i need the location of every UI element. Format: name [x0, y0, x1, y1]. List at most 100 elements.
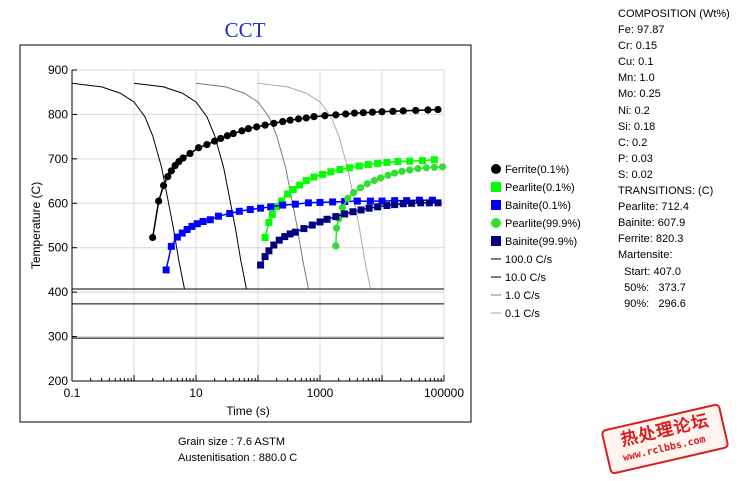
series-4-point [300, 225, 308, 233]
y-tick-label: 300 [48, 330, 68, 344]
composition-item: Cu: 0.1 [618, 56, 654, 69]
series-2-point [316, 198, 324, 206]
series-1-point [418, 157, 426, 165]
series-0-point [368, 108, 376, 116]
series-0-point [279, 117, 287, 126]
series-2-point [235, 207, 243, 215]
series-0-point [229, 129, 237, 138]
y-tick-label: 600 [48, 196, 68, 210]
series-0-point [217, 134, 225, 143]
series-1-point [265, 218, 273, 226]
legend-marker [491, 182, 501, 192]
series-1-point [394, 158, 402, 166]
series-4-point [425, 199, 433, 207]
composition-item: S: 0.02 [618, 168, 653, 181]
legend-label: 0.1 C/s [505, 308, 540, 320]
series-4-point [257, 261, 265, 269]
composition-item: Mn: 1.0 [618, 72, 655, 85]
series-2-point [353, 197, 361, 205]
series-2-point [193, 220, 201, 228]
series-1-point [302, 177, 310, 185]
series-3-point [406, 166, 414, 174]
series-0-point [253, 123, 261, 131]
legend-marker [491, 164, 501, 174]
series-3-point [398, 167, 406, 175]
series-3-point [338, 204, 347, 212]
series-0-point [412, 106, 420, 115]
series-0-point [321, 112, 329, 120]
series-3-point [332, 224, 341, 232]
series-4-point [270, 241, 278, 249]
series-0-point [310, 113, 318, 121]
series-2-point [167, 242, 175, 250]
legend-label: Pearlite(99.9%) [505, 218, 581, 230]
composition-item: Cr: 0.15 [618, 40, 658, 53]
legend-marker [491, 218, 501, 228]
chart-frame [19, 44, 472, 423]
series-2-point [226, 210, 234, 218]
series-4-point [275, 236, 283, 244]
series-2-point [304, 199, 312, 207]
y-tick-label: 200 [48, 374, 68, 388]
series-3-point [439, 163, 447, 171]
series-0-point [211, 137, 219, 145]
transitions-header: TRANSITIONS: (C) [618, 185, 714, 198]
series-4-point [291, 228, 299, 236]
series-2-point [183, 225, 191, 233]
series-0-point [179, 154, 187, 162]
series-2-point [246, 206, 254, 214]
y-tick-label: 800 [48, 107, 68, 121]
series-4-point [417, 199, 425, 207]
series-1-point [284, 190, 292, 198]
grain-size-label: Grain size : 7.6 ASTM [178, 436, 285, 448]
series-2-point [162, 266, 170, 274]
y-tick-label: 400 [48, 285, 68, 299]
cooling-curve-2 [195, 82, 309, 289]
series-2-point [178, 229, 186, 237]
series-1-point [383, 158, 391, 166]
series-1-point [278, 197, 286, 205]
series-4-point [323, 215, 331, 223]
series-2-point [341, 198, 349, 206]
watermark-stamp: 热处理论坛 www.rclbbs.com [598, 400, 732, 477]
series-0-point [434, 105, 442, 114]
series-1-point [374, 159, 382, 167]
series-1-point [289, 186, 297, 194]
series-2-point [199, 218, 207, 226]
x-tick-label: 10 [189, 386, 203, 400]
series-4-point [332, 213, 340, 221]
series-0-point [223, 132, 231, 140]
series-4-point [374, 203, 382, 211]
series-0-point [332, 111, 340, 119]
series-4-point [308, 221, 316, 229]
composition-item: P: 0.03 [618, 152, 653, 165]
martensite-item: 90%: 296.6 [618, 297, 686, 310]
legend-label: 1.0 C/s [505, 290, 540, 302]
transition-item: Ferrite: 820.3 [618, 233, 684, 246]
series-4-point [365, 204, 373, 212]
series-1-point [261, 233, 269, 241]
series-0-point [302, 114, 310, 122]
series-4-point [265, 247, 273, 255]
series-0-point [270, 119, 278, 127]
series-0-point [203, 141, 211, 149]
series-0-point [155, 197, 163, 205]
series-3-point [344, 194, 352, 202]
series-2-point [329, 198, 337, 206]
cooling-curve-1 [133, 82, 247, 289]
martensite-item: 50%: 373.7 [618, 281, 686, 294]
series-4-point [357, 206, 365, 214]
x-tick-label: 1000 [307, 386, 334, 400]
info-panel: COMPOSITION (Wt%) Fe: 97.87 Cr: 0.15 Cu:… [618, 6, 730, 312]
chart-title: CCT [224, 18, 266, 42]
series-2-point [173, 233, 181, 241]
composition-item: Mo: 0.25 [618, 88, 661, 101]
y-tick-label: 500 [48, 241, 68, 255]
legend-marker [491, 236, 501, 246]
series-4-point [286, 230, 294, 238]
series-2-point [279, 201, 287, 209]
series-0-point [149, 233, 157, 242]
series-3-point [350, 189, 358, 197]
series-1-point [346, 164, 354, 172]
series-0-point [342, 110, 350, 118]
